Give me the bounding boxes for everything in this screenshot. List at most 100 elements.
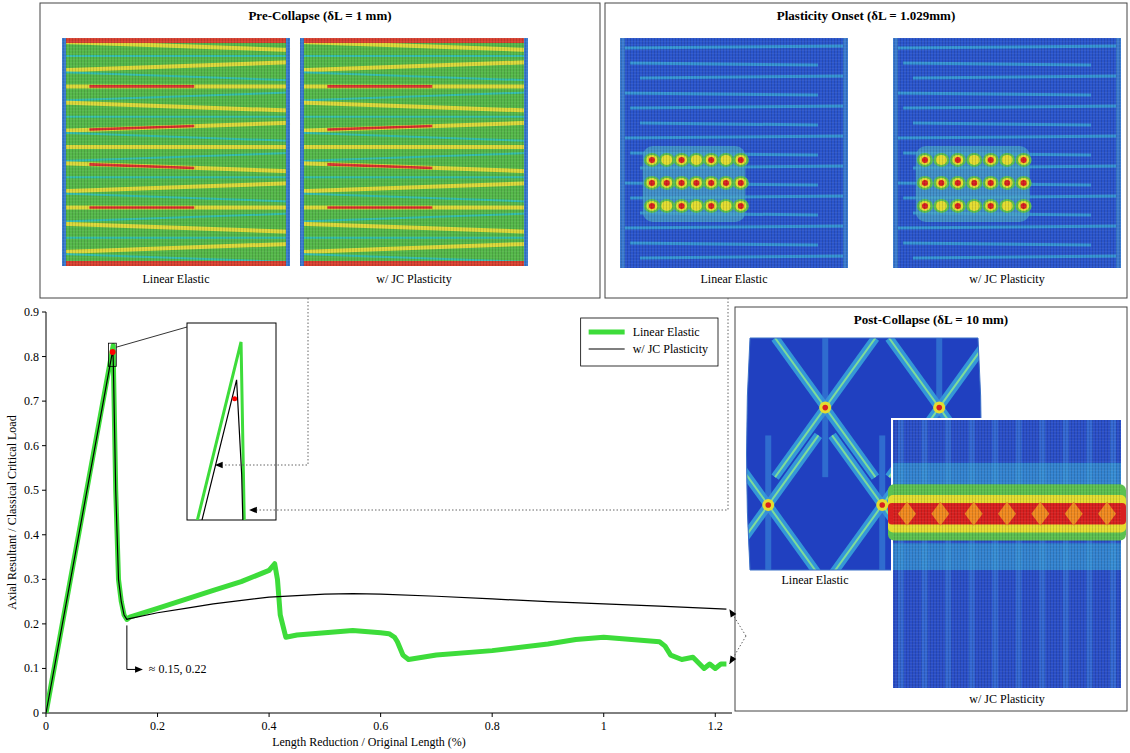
arrow-head [135, 666, 143, 673]
x-tick [157, 713, 158, 717]
contour-spot [936, 405, 942, 411]
arrow-head [729, 656, 736, 664]
y-tick-label: 0.2 [24, 617, 39, 631]
contour-spot [765, 502, 771, 508]
contour-ridge [718, 435, 818, 574]
plot-area [46, 345, 726, 713]
contour-ridge [775, 338, 875, 477]
y-tick [42, 668, 46, 669]
mesh-overlay [62, 38, 290, 266]
x-axis [46, 713, 732, 714]
contour-ground [62, 38, 290, 266]
y-tick [42, 490, 46, 491]
y-tick-label: 0.8 [24, 350, 39, 364]
y-tick-label: 0.7 [24, 394, 39, 408]
x-tick-label: 0.8 [485, 719, 500, 733]
inset-marker [232, 396, 237, 401]
y-tick [42, 401, 46, 402]
inset-frame [187, 323, 276, 520]
legend-label: w/ JC Plasticity [633, 342, 708, 356]
figure: Pre-Collapse (δL = 1 mm) Linear Elastic w/… [0, 0, 1130, 753]
zoom-box [108, 343, 116, 366]
legend: Linear Elastic w/ JC Plasticity [581, 318, 718, 366]
x-tick [492, 713, 493, 717]
x-tick-label: 1.2 [708, 719, 723, 733]
panel-caption: w/ JC Plasticity [376, 272, 451, 286]
contour-spot [879, 502, 885, 508]
contour-spot [822, 405, 828, 411]
x-tick [603, 713, 604, 717]
contour-ridge [879, 435, 885, 574]
contour-ridge [718, 435, 818, 574]
panel-caption: Linear Elastic [143, 272, 210, 286]
panel-caption: w/ JC Plasticity [969, 692, 1044, 706]
annotation-arrow [127, 625, 139, 669]
arrow-head [215, 462, 223, 469]
x-tick [46, 713, 47, 717]
y-tick-label: 0.5 [24, 483, 39, 497]
mesh-overlay [300, 38, 528, 266]
y-tick [42, 445, 46, 446]
x-tick-label: 0.2 [150, 719, 165, 733]
legend-swatch [589, 330, 625, 335]
leader-line [223, 298, 308, 465]
mesh-overlay [620, 38, 848, 268]
arrow-head [729, 609, 736, 617]
annotation-text: ≈ 0.15, 0.22 [149, 662, 207, 676]
annotation: ≈ 0.15, 0.22 [127, 625, 207, 676]
y-axis [46, 312, 47, 713]
leader-line [729, 636, 746, 664]
mesh-overlay [893, 38, 1121, 268]
contour-spot [762, 499, 774, 511]
y-tick [42, 623, 46, 624]
x-tick-label: 0 [43, 719, 49, 733]
y-tick [42, 713, 46, 714]
y-axis-title: Axial Resultant / Classical Critical Loa… [5, 415, 19, 609]
contour-ground [300, 38, 528, 266]
axes: 00.10.20.30.40.50.60.70.80.900.20.40.60.… [5, 305, 732, 749]
panel-caption: Linear Elastic [701, 272, 768, 286]
marker-point [110, 349, 116, 355]
inset [0, 323, 1130, 753]
inset-line [187, 380, 276, 520]
x-tick-label: 1 [601, 719, 607, 733]
leader-line [729, 609, 746, 636]
y-tick [42, 534, 46, 535]
inset-line [187, 342, 276, 520]
contour-spot [819, 402, 831, 414]
panel: Plasticity Onset (δL = 1.029mm) Linear El… [605, 3, 1127, 298]
series-line [46, 345, 726, 713]
panel-caption: Linear Elastic [782, 573, 849, 587]
contour-ground [893, 420, 1121, 688]
contour-spot [933, 402, 945, 414]
leaders [215, 298, 746, 664]
legend-label: Linear Elastic [633, 325, 700, 339]
y-tick-label: 0.6 [24, 439, 39, 453]
contour-ridge [775, 338, 875, 477]
arrow-head [249, 507, 257, 514]
panel: Pre-Collapse (δL = 1 mm) Linear Elastic w/… [40, 3, 600, 298]
y-tick-label: 0 [33, 706, 39, 720]
contour-ground [893, 38, 1121, 268]
contour-spot [876, 499, 888, 511]
leader-line [257, 298, 728, 510]
contour-ridge [718, 435, 818, 574]
y-tick [42, 312, 46, 313]
y-tick-label: 0.3 [24, 572, 39, 586]
x-tick [380, 713, 381, 717]
panel-title: Pre-Collapse (δL = 1 mm) [248, 8, 391, 23]
contour-ridge [765, 435, 771, 574]
panel-frame [735, 307, 1127, 711]
contour-ridge [822, 338, 828, 477]
inset-plot [187, 342, 276, 520]
contour-ridge [718, 435, 818, 574]
panel-title: Plasticity Onset (δL = 1.029mm) [777, 8, 955, 23]
contour-border [891, 418, 1123, 690]
contour-ground [620, 38, 848, 268]
y-tick [42, 356, 46, 357]
y-tick-label: 0.1 [24, 661, 39, 675]
zoom-connector [116, 327, 187, 347]
x-tick-label: 0.6 [373, 719, 388, 733]
panel-frame [40, 3, 600, 298]
y-tick-label: 0.9 [24, 305, 39, 319]
